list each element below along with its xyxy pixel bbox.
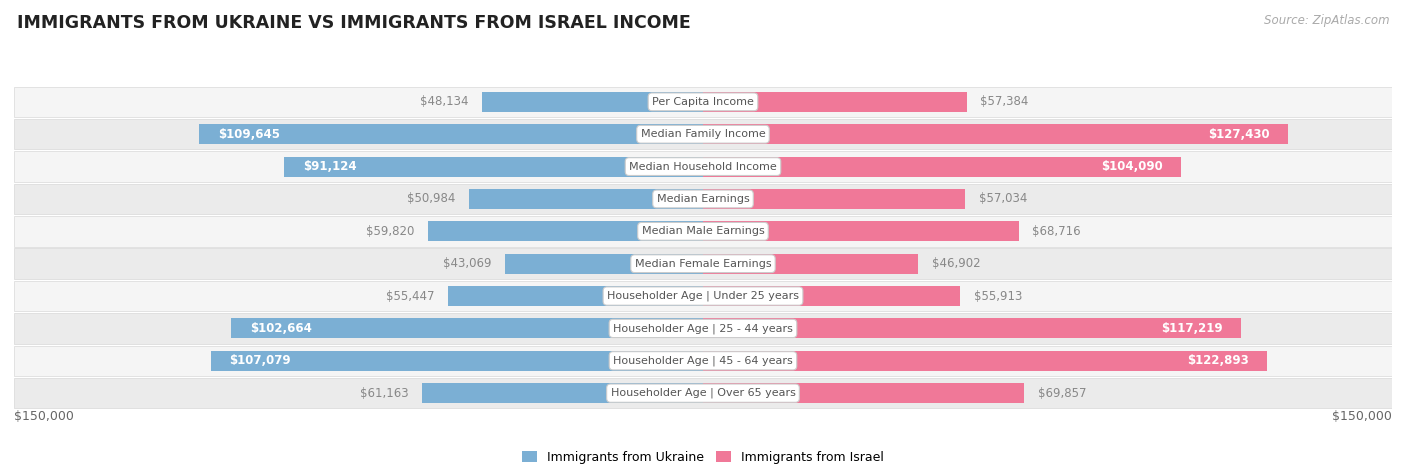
- Bar: [482, 92, 703, 112]
- Text: $68,716: $68,716: [1032, 225, 1081, 238]
- Bar: [14, 87, 1392, 117]
- Text: IMMIGRANTS FROM UKRAINE VS IMMIGRANTS FROM ISRAEL INCOME: IMMIGRANTS FROM UKRAINE VS IMMIGRANTS FR…: [17, 14, 690, 32]
- Text: $50,984: $50,984: [406, 192, 456, 205]
- Bar: [703, 124, 1288, 144]
- Text: Median Family Income: Median Family Income: [641, 129, 765, 139]
- Bar: [703, 221, 1018, 241]
- Bar: [14, 378, 1392, 408]
- Text: $59,820: $59,820: [366, 225, 415, 238]
- Bar: [284, 156, 703, 177]
- Bar: [14, 346, 1392, 376]
- Bar: [14, 151, 1392, 182]
- Bar: [14, 248, 1392, 279]
- Text: $55,447: $55,447: [387, 290, 434, 303]
- Text: $117,219: $117,219: [1161, 322, 1223, 335]
- Bar: [703, 383, 1024, 403]
- Bar: [200, 124, 703, 144]
- Text: Median Household Income: Median Household Income: [628, 162, 778, 171]
- Text: $109,645: $109,645: [218, 128, 280, 141]
- Text: $55,913: $55,913: [973, 290, 1022, 303]
- Text: $46,902: $46,902: [932, 257, 981, 270]
- Bar: [14, 119, 1392, 149]
- Text: $102,664: $102,664: [250, 322, 312, 335]
- Bar: [505, 254, 703, 274]
- Text: $91,124: $91,124: [302, 160, 357, 173]
- Text: $122,893: $122,893: [1187, 354, 1249, 367]
- Legend: Immigrants from Ukraine, Immigrants from Israel: Immigrants from Ukraine, Immigrants from…: [522, 451, 884, 464]
- Bar: [14, 216, 1392, 247]
- Bar: [211, 351, 703, 371]
- Text: Median Earnings: Median Earnings: [657, 194, 749, 204]
- Text: Source: ZipAtlas.com: Source: ZipAtlas.com: [1264, 14, 1389, 27]
- Bar: [468, 189, 703, 209]
- Text: $57,384: $57,384: [980, 95, 1029, 108]
- Text: Median Female Earnings: Median Female Earnings: [634, 259, 772, 269]
- Text: Householder Age | Over 65 years: Householder Age | Over 65 years: [610, 388, 796, 398]
- Text: Median Male Earnings: Median Male Earnings: [641, 226, 765, 236]
- Text: $150,000: $150,000: [1331, 410, 1392, 423]
- Text: Per Capita Income: Per Capita Income: [652, 97, 754, 107]
- Text: $127,430: $127,430: [1208, 128, 1270, 141]
- Bar: [703, 318, 1241, 339]
- Text: Householder Age | 45 - 64 years: Householder Age | 45 - 64 years: [613, 355, 793, 366]
- Bar: [429, 221, 703, 241]
- Bar: [14, 184, 1392, 214]
- Bar: [232, 318, 703, 339]
- Bar: [703, 92, 966, 112]
- Text: $57,034: $57,034: [979, 192, 1028, 205]
- Text: Householder Age | Under 25 years: Householder Age | Under 25 years: [607, 291, 799, 301]
- Text: Householder Age | 25 - 44 years: Householder Age | 25 - 44 years: [613, 323, 793, 334]
- Text: $107,079: $107,079: [229, 354, 291, 367]
- Bar: [449, 286, 703, 306]
- Text: $43,069: $43,069: [443, 257, 492, 270]
- Text: $150,000: $150,000: [14, 410, 75, 423]
- Bar: [14, 281, 1392, 311]
- Bar: [703, 351, 1267, 371]
- Text: $69,857: $69,857: [1038, 387, 1085, 400]
- Bar: [703, 156, 1181, 177]
- Bar: [14, 313, 1392, 344]
- Text: $61,163: $61,163: [360, 387, 408, 400]
- Text: $104,090: $104,090: [1101, 160, 1163, 173]
- Bar: [703, 286, 960, 306]
- Text: $48,134: $48,134: [419, 95, 468, 108]
- Bar: [422, 383, 703, 403]
- Bar: [703, 189, 965, 209]
- Bar: [703, 254, 918, 274]
